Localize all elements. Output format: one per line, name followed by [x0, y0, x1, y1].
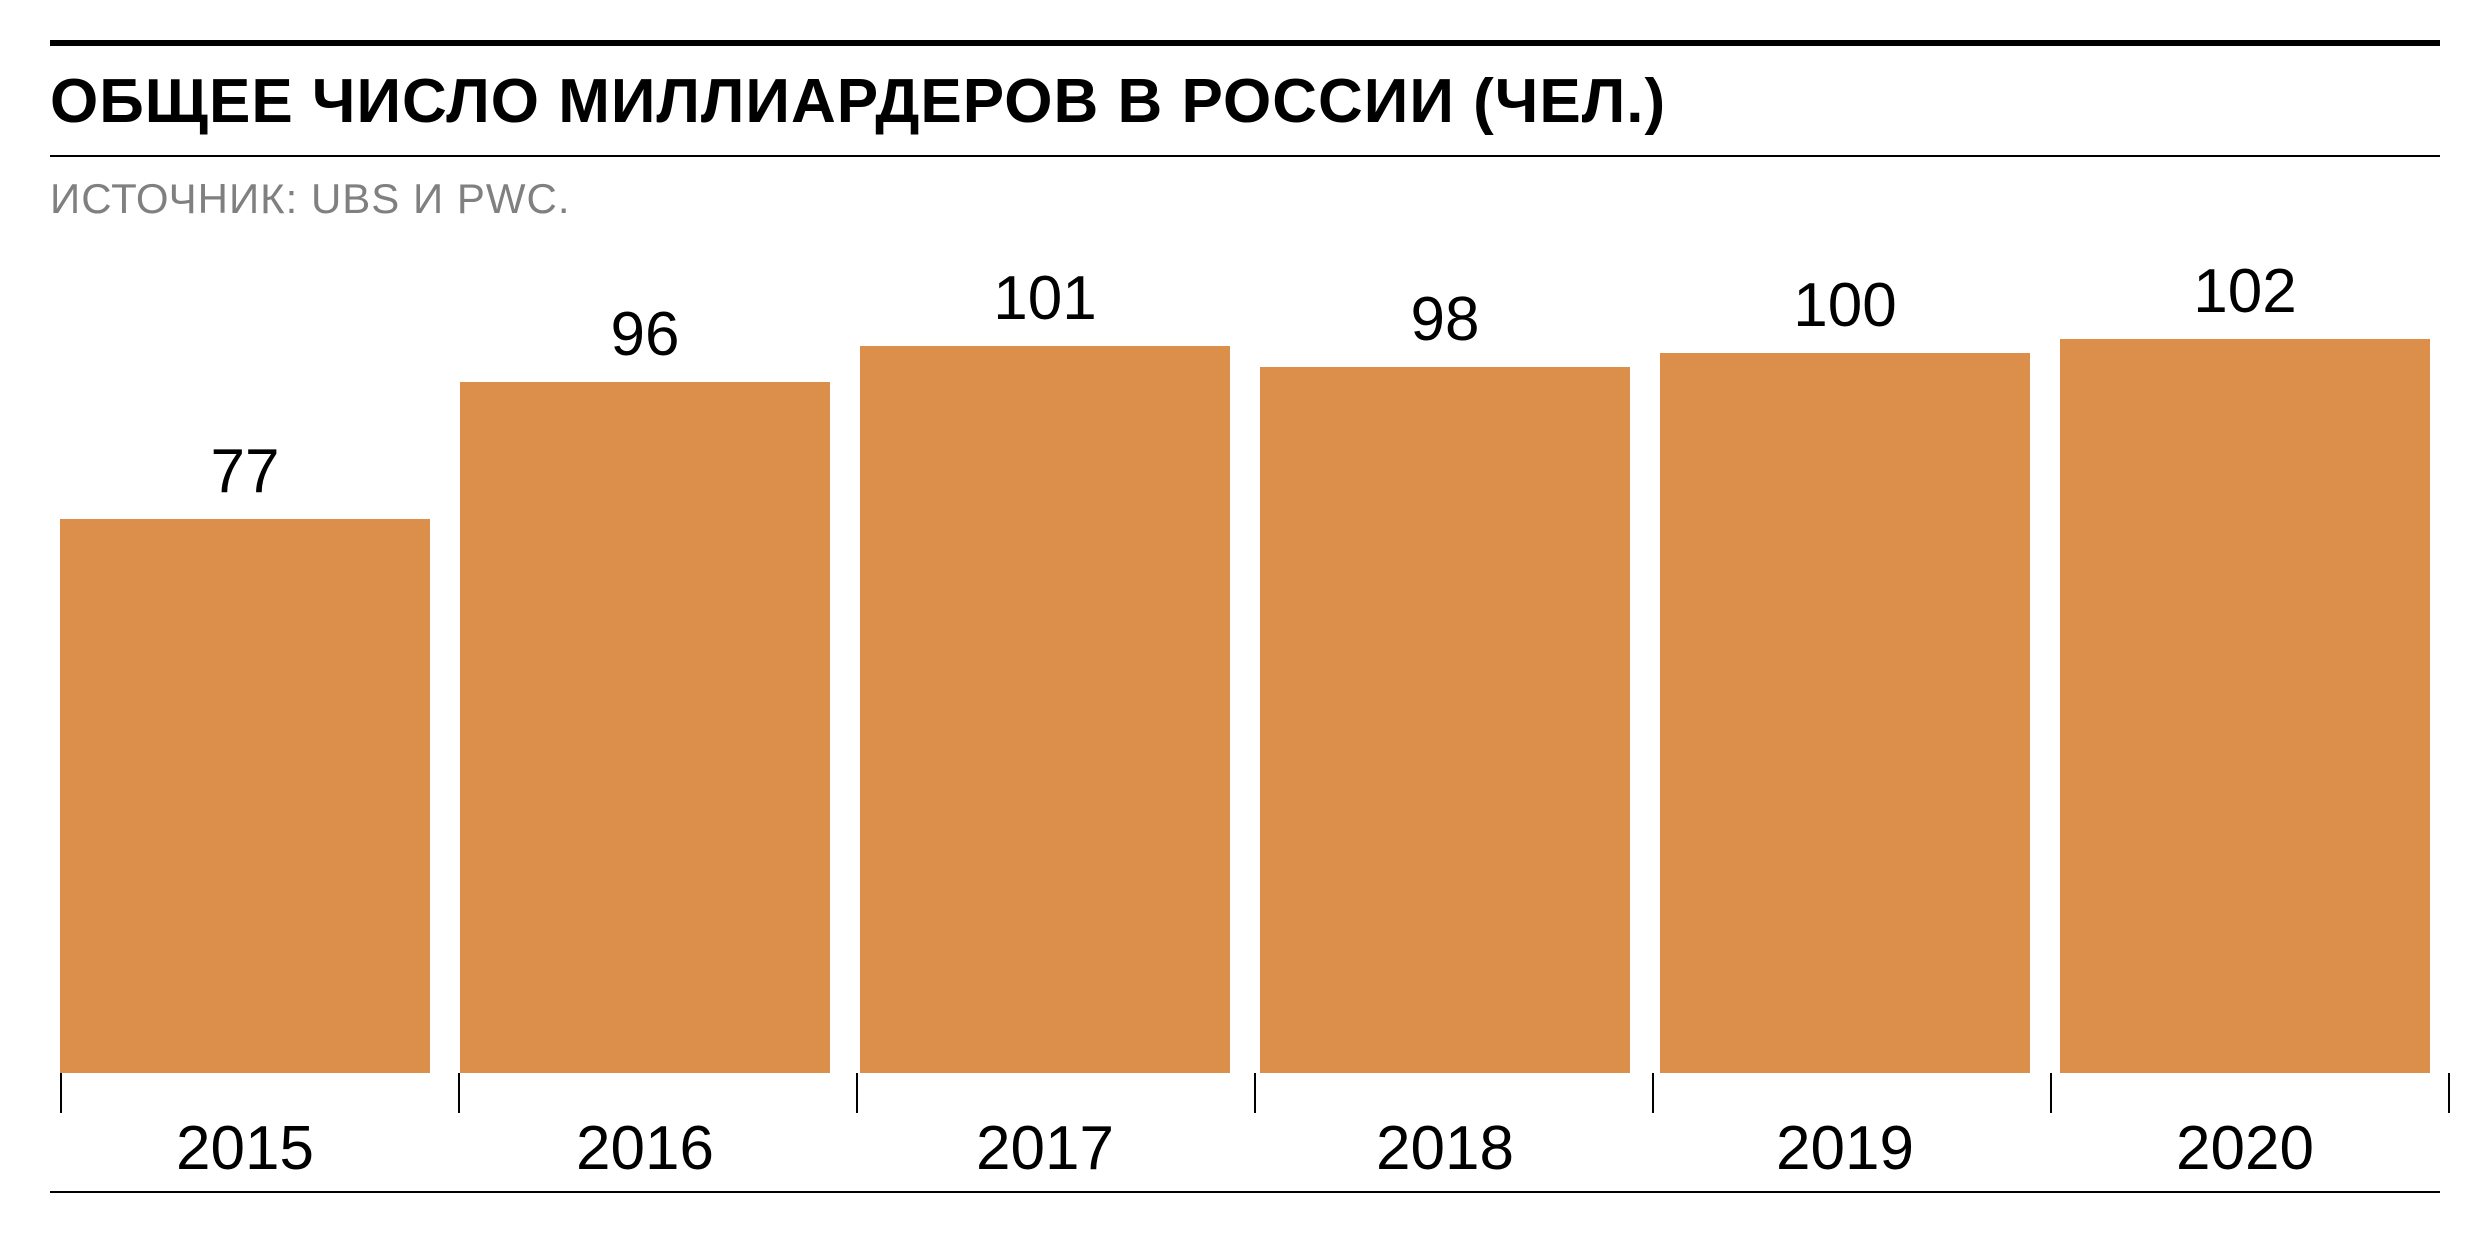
x-labels-row: 2015 2016 2017 2018 2019 2020	[50, 1113, 2440, 1193]
bar-column: 96	[460, 233, 830, 1073]
axis-tick	[60, 1073, 62, 1113]
bar	[460, 382, 830, 1073]
bar	[1260, 367, 1630, 1073]
x-axis-label: 2019	[1660, 1113, 2030, 1193]
bar-value-label: 77	[211, 436, 280, 507]
axis-tick	[2050, 1073, 2052, 1113]
axis-tick	[1652, 1073, 1654, 1113]
axis-tick	[458, 1073, 460, 1113]
bar-value-label: 102	[2193, 256, 2296, 327]
chart-area: 77 96 101 98 100 102 2015 2016 2017 2018 2019 2020	[50, 233, 2440, 1193]
x-axis-label: 2017	[860, 1113, 1230, 1193]
bar-value-label: 98	[1411, 284, 1480, 355]
bar-column: 100	[1660, 233, 2030, 1073]
bar-value-label: 100	[1793, 270, 1896, 341]
bar	[860, 346, 1230, 1073]
bar	[1660, 353, 2030, 1073]
axis-tick	[2448, 1073, 2450, 1113]
axis-tick	[856, 1073, 858, 1113]
x-axis-label: 2020	[2060, 1113, 2430, 1193]
bar-column: 101	[860, 233, 1230, 1073]
bar-column: 98	[1260, 233, 1630, 1073]
bar-column: 77	[60, 233, 430, 1073]
ticks-row	[50, 1073, 2440, 1113]
bar	[60, 519, 430, 1073]
bar-value-label: 96	[611, 299, 680, 370]
top-rule	[50, 40, 2440, 46]
chart-source: ИСТОЧНИК: UBS И PWC.	[50, 175, 2440, 223]
bar	[2060, 339, 2430, 1073]
bars-area: 77 96 101 98 100 102	[50, 233, 2440, 1073]
bar-column: 102	[2060, 233, 2430, 1073]
axis-tick	[1254, 1073, 1256, 1113]
x-axis-label: 2015	[60, 1113, 430, 1193]
chart-title: ОБЩЕЕ ЧИСЛО МИЛЛИАРДЕРОВ В РОССИИ (ЧЕЛ.)	[50, 66, 2440, 157]
x-axis-label: 2016	[460, 1113, 830, 1193]
bar-value-label: 101	[993, 263, 1096, 334]
x-axis-label: 2018	[1260, 1113, 1630, 1193]
